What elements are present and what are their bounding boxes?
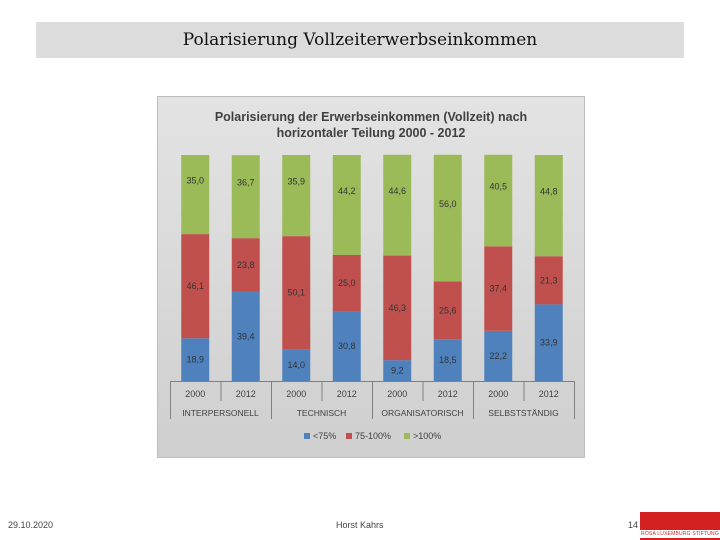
data-label: 39,4 bbox=[237, 331, 255, 341]
bar-segment bbox=[181, 155, 210, 235]
footer-author: Horst Kahrs bbox=[336, 520, 384, 530]
bar-segment bbox=[534, 304, 563, 381]
bar-segment bbox=[332, 254, 361, 312]
x-tick-label: 2012 bbox=[337, 389, 357, 399]
data-label: 35,9 bbox=[287, 177, 305, 187]
data-label: 25,6 bbox=[439, 305, 457, 315]
slide-title: Polarisierung Vollzeiterwerbseinkommen bbox=[36, 22, 684, 58]
data-label: 30,8 bbox=[338, 341, 356, 351]
bar-segment bbox=[433, 339, 462, 381]
bar-segment bbox=[534, 256, 563, 305]
bar-segment bbox=[282, 349, 311, 381]
data-label: 44,6 bbox=[388, 186, 406, 196]
legend-swatch bbox=[346, 433, 352, 439]
bar-segment bbox=[433, 154, 462, 282]
data-label: 36,7 bbox=[237, 178, 255, 188]
bar-segment bbox=[282, 155, 311, 237]
data-label: 46,3 bbox=[388, 303, 406, 313]
data-label: 44,8 bbox=[540, 187, 558, 197]
x-group-label: SELBSTSTÄNDIG bbox=[488, 408, 558, 418]
page-number: 14 bbox=[628, 520, 639, 530]
bar-segment bbox=[383, 360, 412, 381]
legend-label: 75-100% bbox=[355, 431, 391, 441]
data-label: 33,9 bbox=[540, 338, 558, 348]
bar-segment bbox=[231, 291, 260, 381]
data-label: 44,2 bbox=[338, 186, 356, 196]
chart-title-line2: horizontaler Teilung 2000 - 2012 bbox=[277, 126, 466, 140]
data-label: 21,3 bbox=[540, 275, 558, 285]
bar-segment bbox=[231, 155, 260, 239]
bar-segment bbox=[484, 246, 513, 331]
data-label: 9,2 bbox=[391, 366, 404, 376]
bar-segment bbox=[433, 281, 462, 340]
data-label: 56,0 bbox=[439, 199, 457, 209]
bar-segment bbox=[332, 311, 361, 381]
x-group-label: TECHNISCH bbox=[297, 408, 347, 418]
legend-swatch bbox=[304, 433, 310, 439]
x-tick-label: 2000 bbox=[286, 389, 306, 399]
bar-segment bbox=[282, 236, 311, 350]
data-label: 25,0 bbox=[338, 278, 356, 288]
data-label: 18,9 bbox=[186, 355, 204, 365]
x-tick-label: 2012 bbox=[236, 389, 256, 399]
data-label: 35,0 bbox=[186, 176, 204, 186]
data-label: 37,4 bbox=[489, 284, 507, 294]
x-tick-label: 2000 bbox=[185, 389, 205, 399]
bar-segment bbox=[231, 238, 260, 292]
data-label: 23,8 bbox=[237, 260, 255, 270]
legend-label: >100% bbox=[413, 431, 441, 441]
data-label: 46,1 bbox=[186, 281, 204, 291]
stacked-bar-chart: Polarisierung der Erwerbseinkommen (Voll… bbox=[170, 110, 575, 441]
bar-segment bbox=[181, 234, 210, 339]
legend-swatch bbox=[404, 433, 410, 439]
bar-segment bbox=[484, 154, 513, 247]
data-label: 14,0 bbox=[287, 360, 305, 370]
x-group-label: INTERPERSONELL bbox=[182, 408, 259, 418]
data-label: 40,5 bbox=[489, 182, 507, 192]
legend-label: <75% bbox=[313, 431, 336, 441]
x-tick-label: 2000 bbox=[488, 389, 508, 399]
x-tick-label: 2012 bbox=[539, 389, 559, 399]
footer-date: 29.10.2020 bbox=[8, 520, 54, 530]
bar-segment bbox=[484, 330, 513, 381]
x-tick-label: 2012 bbox=[438, 389, 458, 399]
bar-segment bbox=[332, 155, 361, 255]
bar-segment bbox=[534, 155, 563, 257]
x-group-label: ORGANISATORISCH bbox=[381, 408, 463, 418]
data-label: 22,2 bbox=[489, 351, 507, 361]
chart: Polarisierung der Erwerbseinkommen (Voll… bbox=[157, 96, 585, 458]
bar-segment bbox=[383, 154, 412, 256]
bar-segment bbox=[383, 255, 412, 361]
chart-title-line1: Polarisierung der Erwerbseinkommen (Voll… bbox=[215, 110, 527, 124]
logo-text: ROSA LUXEMBURG STIFTUNG bbox=[640, 530, 720, 538]
bar-segment bbox=[181, 338, 210, 381]
data-label: 50,1 bbox=[287, 288, 305, 298]
data-label: 18,5 bbox=[439, 355, 457, 365]
x-tick-label: 2000 bbox=[387, 389, 407, 399]
